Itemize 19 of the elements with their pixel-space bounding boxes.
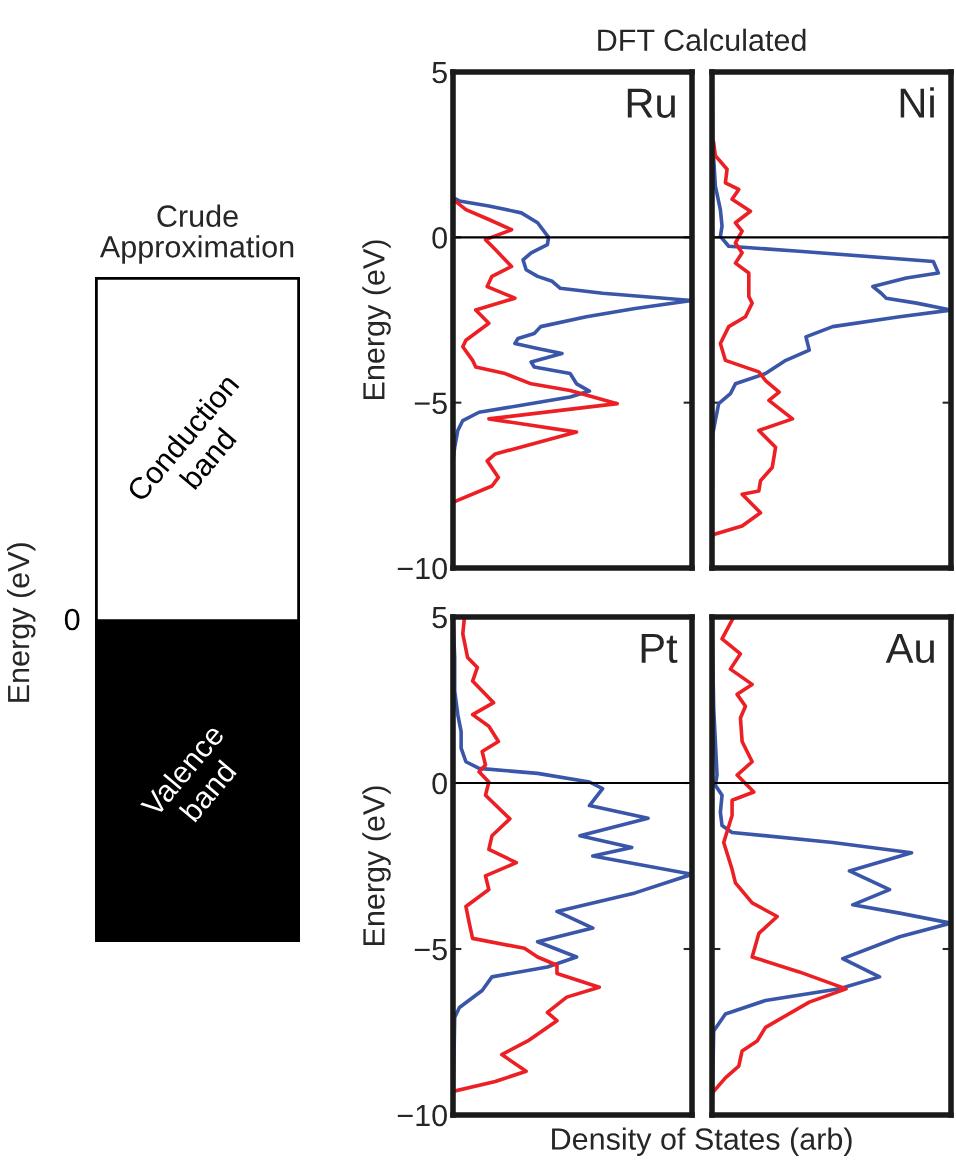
y-tick-label: −10 [397, 1104, 447, 1127]
chart-title: DFT Calculated [598, 28, 806, 52]
y-tick-label: 5 [432, 607, 447, 629]
annotation: Ru [627, 88, 675, 118]
y-tick-label: 0 [432, 772, 447, 795]
y-tick-label: 0 [432, 227, 447, 249]
x-axis-title: Density of States (arb) [552, 1127, 852, 1156]
y-tick-label: −5 [414, 939, 447, 961]
y-tick-label: −10 [397, 557, 447, 580]
annotation: Ni [900, 87, 934, 118]
y-tick-label: 5 [432, 62, 447, 84]
y-tick-label: −5 [414, 392, 447, 415]
y-axis-title: Energy (eV) [362, 240, 391, 399]
annotation: Au [885, 633, 934, 664]
text: 0 [64, 608, 80, 631]
text: Energy (eV) [6, 543, 36, 702]
annotation: Pt [641, 633, 678, 663]
y-axis-title: Energy (eV) [362, 786, 391, 945]
text: Crude Approximation [99, 204, 294, 264]
